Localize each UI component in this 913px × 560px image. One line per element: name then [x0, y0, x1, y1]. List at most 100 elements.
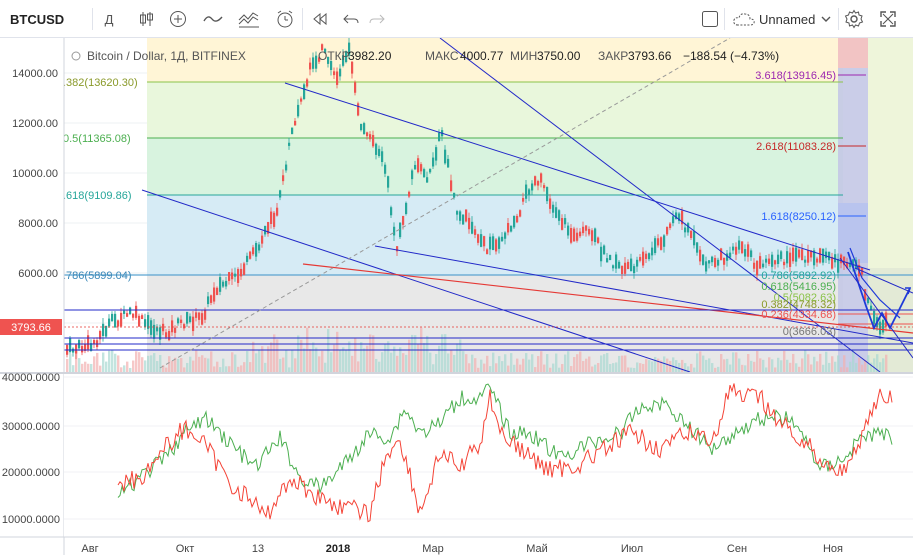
interval-button[interactable]: Д [104, 11, 114, 27]
candle-body [789, 252, 792, 267]
indicators-icon[interactable] [200, 7, 226, 31]
candle-body [183, 324, 186, 329]
candle-body [111, 313, 114, 322]
volume-bar [552, 363, 555, 372]
candle-body [654, 238, 657, 254]
legend-dot-icon[interactable] [71, 51, 81, 61]
alert-clock-icon[interactable] [272, 7, 298, 31]
volume-bar [471, 354, 474, 372]
candle-body [540, 173, 543, 183]
gear-icon[interactable] [842, 7, 866, 31]
candle-body [219, 277, 222, 292]
candle-body [519, 210, 522, 217]
candle-body [237, 269, 240, 284]
indicator-tick: 20000.0000 [2, 467, 60, 479]
volume-bar [702, 355, 705, 372]
candle-body [795, 247, 798, 262]
candle-body [786, 251, 789, 264]
volume-bar [603, 354, 606, 372]
volume-bar [207, 358, 210, 372]
volume-bar [147, 355, 150, 372]
chevron-down-icon[interactable] [818, 7, 834, 31]
candle-body [318, 57, 321, 62]
chart-area[interactable]: .382(13620.30) 0.5(11365.08) .618(9109.8… [0, 37, 913, 555]
volume-bar [150, 355, 153, 372]
volume-bar [78, 358, 81, 372]
volume-bar [885, 354, 888, 372]
candle-body [198, 312, 201, 320]
volume-bar [321, 350, 324, 372]
volume-bar [72, 365, 75, 372]
candle-body [837, 259, 840, 273]
volume-bar [726, 358, 729, 372]
volume-bar [357, 361, 360, 372]
volume-bar [672, 357, 675, 372]
candle-body [576, 232, 579, 241]
candle-body [696, 242, 699, 253]
volume-bar [366, 345, 369, 372]
candle-body [330, 60, 333, 71]
volume-bar [450, 349, 453, 372]
volume-bar [465, 354, 468, 372]
fib-right-label: 1.618(8250.12) [761, 211, 836, 223]
volume-bar [285, 350, 288, 372]
volume-bar [291, 349, 294, 372]
candle-body [240, 268, 243, 277]
candle-body [99, 331, 102, 340]
candle-body [201, 313, 204, 325]
candle-body [726, 253, 729, 261]
volume-bar [780, 360, 783, 372]
fib-right-label: 0.382(4748.32) [761, 299, 836, 311]
volume-bar [414, 335, 417, 372]
volume-bar [858, 357, 861, 372]
candle-body [294, 120, 297, 126]
volume-bar [762, 359, 765, 372]
candle-body [636, 259, 639, 267]
price-tick: 6000.00 [18, 268, 58, 280]
fullscreen-icon[interactable] [876, 7, 900, 31]
candle-body [357, 103, 360, 116]
volume-bar [720, 354, 723, 372]
volume-bar [159, 355, 162, 372]
volume-bar [264, 362, 267, 372]
volume-bar [606, 352, 609, 372]
volume-bar [267, 346, 270, 372]
volume-bar [810, 364, 813, 372]
volume-bar [447, 353, 450, 372]
volume-bar [333, 344, 336, 372]
candle-body [471, 221, 474, 234]
candles-icon[interactable] [134, 7, 158, 31]
legend-high-value: 4000.77 [460, 49, 504, 63]
volume-bar [711, 363, 714, 372]
redo-icon[interactable] [366, 7, 388, 31]
fib-left-label: .786(5899.04) [63, 270, 132, 282]
candle-body [624, 262, 627, 274]
candle-body [675, 212, 678, 220]
volume-bar [615, 362, 618, 372]
templates-icon[interactable] [236, 7, 262, 31]
candle-body [714, 257, 717, 268]
indicator-line-green [117, 383, 893, 498]
volume-bar [684, 363, 687, 372]
candle-body [363, 123, 366, 134]
candle-body [582, 226, 585, 234]
candle-body [195, 312, 198, 318]
volume-bar [399, 347, 402, 372]
top-toolbar: BTCUSD Д Unnamed [0, 0, 913, 38]
volume-bar [213, 366, 216, 372]
candle-body [291, 127, 294, 135]
volume-bar [573, 357, 576, 372]
replay-icon[interactable] [308, 7, 332, 31]
add-indicator-icon[interactable] [166, 7, 190, 31]
volume-bar [834, 361, 837, 372]
volume-bar [663, 356, 666, 372]
candle-body [459, 211, 462, 221]
layout-name[interactable]: Unnamed [759, 11, 816, 27]
undo-icon[interactable] [340, 7, 362, 31]
fib-right-label: 3.618(13916.45) [755, 70, 836, 82]
fullscreen-square-icon[interactable] [700, 7, 720, 31]
volume-bar [765, 367, 768, 372]
candle-body [507, 222, 510, 233]
symbol-search-button[interactable]: BTCUSD [10, 11, 65, 27]
volume-bar [210, 351, 213, 372]
